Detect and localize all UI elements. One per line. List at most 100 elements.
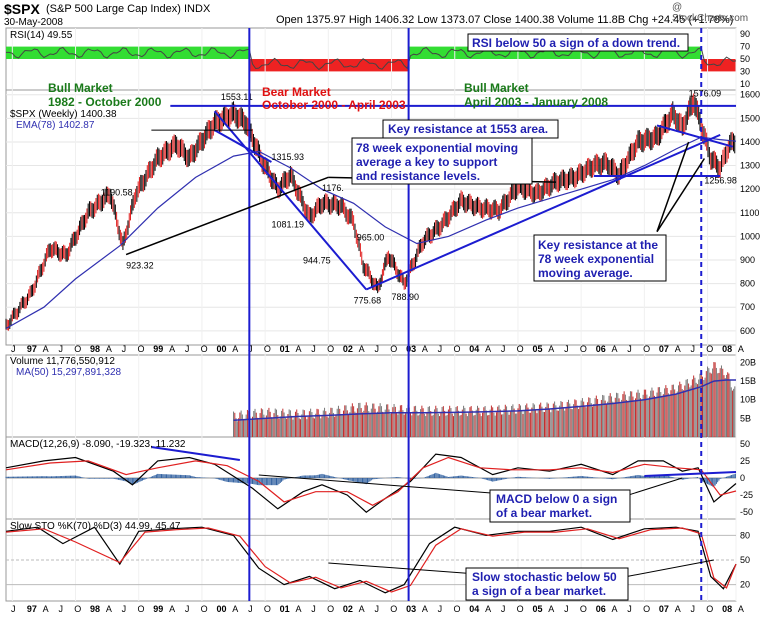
x-tick-bottom-20: O xyxy=(327,604,334,614)
volume-ma-title: MA(50) 15,297,891,328 xyxy=(16,367,122,378)
volume-tick-15B: 15B xyxy=(740,376,756,386)
ema-res-trend xyxy=(656,124,734,148)
macd-tick--25: -25 xyxy=(740,490,753,500)
price-tick-900: 900 xyxy=(740,255,755,265)
macd-early-divergence xyxy=(151,446,240,461)
ema-note-line2: average a key to support xyxy=(356,155,497,169)
price-label-11: 1256.98 xyxy=(704,176,737,186)
chg-label: Chg xyxy=(628,14,649,26)
x-tick-bottom-37: 06 xyxy=(596,604,606,614)
sto-k-line xyxy=(5,526,737,594)
low-label: Low xyxy=(417,14,438,26)
annotation-boxes: RSI below 50 a sign of a down trend. Key… xyxy=(351,33,689,601)
x-tick-bottom-26: A xyxy=(422,604,428,614)
sto-note-line2: a sign of a bear market. xyxy=(472,584,606,598)
x-tick-bottom-42: A xyxy=(675,604,681,614)
x-tick-top-41: 07 xyxy=(659,344,669,354)
x-tick-top-6: A xyxy=(106,344,112,354)
bull1-line2: 1982 - October 2000 xyxy=(48,95,162,109)
volume-tick-5B: 5B xyxy=(740,413,751,423)
price-label-2: 1190.58 xyxy=(101,188,133,198)
ema-line xyxy=(5,136,737,330)
x-tick-top-34: A xyxy=(548,344,554,354)
x-tick-bottom-41: 07 xyxy=(659,604,669,614)
x-tick-bottom-45: 08 xyxy=(722,604,732,614)
x-tick-bottom-43: J xyxy=(690,604,695,614)
x-tick-bottom-13: 00 xyxy=(216,604,226,614)
price-tick-600: 600 xyxy=(740,326,755,336)
x-tick-bottom-5: 98 xyxy=(90,604,100,614)
ema-res-line2: 78 week exponential xyxy=(538,252,654,266)
x-tick-bottom-38: A xyxy=(611,604,617,614)
price-tick-700: 700 xyxy=(740,302,755,312)
x-tick-top-13: 00 xyxy=(216,344,226,354)
ema-res-box xyxy=(533,234,667,282)
x-tick-top-21: 02 xyxy=(343,344,353,354)
x-tick-bottom-46: A xyxy=(738,604,744,614)
x-tick-bottom-35: J xyxy=(564,604,569,614)
x-tick-bottom-24: O xyxy=(390,604,397,614)
x-tick-bottom-33: 05 xyxy=(532,604,542,614)
x-tick-top-24: O xyxy=(390,344,397,354)
ema-res-line1: Key resistance at the xyxy=(538,238,658,252)
x-tick-top-29: 04 xyxy=(469,344,479,354)
bull-trendline xyxy=(365,133,721,291)
x-tick-bottom-32: O xyxy=(517,604,524,614)
x-tick-top-42: A xyxy=(675,344,681,354)
x-tick-top-26: A xyxy=(422,344,428,354)
x-tick-top-0: J xyxy=(11,344,16,354)
rsi-tick-10: 10 xyxy=(740,79,750,89)
x-tick-bottom-21: 02 xyxy=(343,604,353,614)
x-tick-bottom-44: O xyxy=(706,604,713,614)
x-tick-top-27: J xyxy=(438,344,443,354)
macd-divergence-line xyxy=(644,471,737,477)
x-tick-top-3: J xyxy=(58,344,63,354)
sto-d-line xyxy=(5,527,737,593)
ema-res-line3: moving average. xyxy=(538,266,633,280)
x-tick-bottom-34: A xyxy=(548,604,554,614)
price-tick-1400: 1400 xyxy=(740,137,760,147)
x-tick-bottom-9: 99 xyxy=(153,604,163,614)
price-label-3: 923.32 xyxy=(126,261,154,271)
x-tick-bottom-23: J xyxy=(374,604,379,614)
sto-pointer-2 xyxy=(618,559,714,579)
price-label-0: 1553.11 xyxy=(221,92,253,102)
sto-note-line1: Slow stochastic below 50 xyxy=(472,570,617,584)
macd-note-line1: MACD below 0 a sign xyxy=(496,492,617,506)
x-tick-bottom-8: O xyxy=(137,604,144,614)
x-tick-bottom-3: J xyxy=(58,604,63,614)
x-tick-top-39: J xyxy=(627,344,632,354)
rsi-title: RSI(14) 49.55 xyxy=(10,30,73,41)
price-tick-1500: 1500 xyxy=(740,113,760,123)
rsi-note: RSI below 50 a sign of a down trend. xyxy=(472,36,680,50)
early-bear-line xyxy=(214,129,272,163)
bull2-line1: Bull Market xyxy=(464,81,529,95)
x-tick-bottom-31: J xyxy=(501,604,506,614)
ema-note-box xyxy=(351,137,533,185)
low-value: 1373.07 xyxy=(440,14,481,26)
x-tick-top-23: J xyxy=(374,344,379,354)
market-labels: Bull Market 1982 - October 2000 Bear Mar… xyxy=(48,81,608,112)
macd-note-line2: of a bear market. xyxy=(496,506,592,520)
x-tick-top-43: J xyxy=(690,344,695,354)
x-tick-bottom-30: A xyxy=(485,604,491,614)
x-tick-bottom-16: O xyxy=(264,604,271,614)
x-tick-bottom-11: J xyxy=(185,604,190,614)
x-tick-top-7: J xyxy=(122,344,127,354)
x-tick-top-20: O xyxy=(327,344,334,354)
price-tick-1600: 1600 xyxy=(740,90,760,100)
key-res-note: Key resistance at 1553 area. xyxy=(388,122,548,136)
x-tick-bottom-4: O xyxy=(74,604,81,614)
header-name: (S&P 500 Large Cap Index) INDX xyxy=(46,3,211,15)
x-tick-top-19: J xyxy=(311,344,316,354)
x-tick-top-16: O xyxy=(264,344,271,354)
price-tick-1200: 1200 xyxy=(740,184,760,194)
rsi-tick-30: 30 xyxy=(740,66,750,76)
x-tick-top-2: A xyxy=(43,344,49,354)
x-tick-top-30: A xyxy=(485,344,491,354)
x-tick-top-35: J xyxy=(564,344,569,354)
sto-note-box xyxy=(465,567,629,601)
price-label-1: 1315.93 xyxy=(271,152,304,162)
x-tick-bottom-25: 03 xyxy=(406,604,416,614)
volume-title: Volume 11,776,550,912 xyxy=(10,356,115,367)
